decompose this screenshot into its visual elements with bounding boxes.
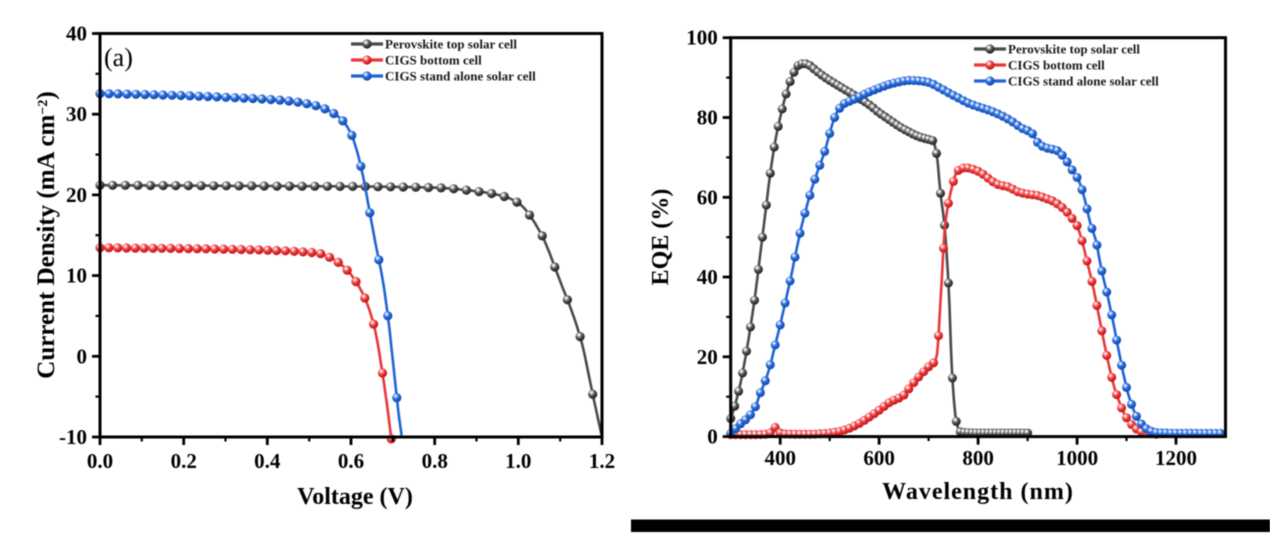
svg-text:CIGS stand alone solar cell: CIGS stand alone solar cell [385, 69, 536, 84]
svg-text:(a): (a) [104, 43, 133, 72]
svg-text:600: 600 [863, 446, 895, 470]
svg-text:CIGS bottom cell: CIGS bottom cell [385, 53, 482, 68]
svg-text:0.6: 0.6 [338, 449, 364, 473]
svg-text:Wavelength (nm): Wavelength (nm) [882, 479, 1074, 505]
svg-text:40: 40 [66, 22, 87, 46]
svg-text:Current Density (mA cm−2): Current Density (mA cm−2) [33, 91, 60, 378]
svg-text:20: 20 [66, 183, 87, 207]
svg-text:20: 20 [697, 345, 718, 369]
svg-text:EQE (%): EQE (%) [648, 189, 674, 286]
svg-text:10: 10 [66, 264, 87, 288]
svg-text:Perovskite top solar cell: Perovskite top solar cell [1008, 42, 1140, 57]
svg-text:800: 800 [962, 446, 994, 470]
svg-text:1200: 1200 [1155, 446, 1197, 470]
svg-text:0.0: 0.0 [87, 449, 113, 473]
svg-text:Perovskite top solar cell: Perovskite top solar cell [385, 37, 517, 52]
svg-text:40: 40 [697, 265, 718, 289]
svg-text:1.0: 1.0 [505, 449, 531, 473]
svg-text:30: 30 [66, 102, 87, 126]
svg-text:100: 100 [686, 26, 718, 50]
svg-text:0: 0 [707, 425, 718, 449]
svg-text:400: 400 [764, 446, 796, 470]
svg-text:80: 80 [697, 106, 718, 130]
svg-text:CIGS bottom cell: CIGS bottom cell [1008, 58, 1105, 73]
svg-text:-10: -10 [59, 425, 87, 449]
svg-text:60: 60 [697, 185, 718, 209]
svg-text:1000: 1000 [1056, 446, 1098, 470]
svg-text:1.2: 1.2 [589, 449, 615, 473]
svg-text:0: 0 [77, 344, 88, 368]
svg-text:CIGS stand alone solar cell: CIGS stand alone solar cell [1008, 74, 1159, 89]
svg-text:0.2: 0.2 [171, 449, 197, 473]
svg-text:0.4: 0.4 [254, 449, 281, 473]
svg-text:0.8: 0.8 [422, 449, 448, 473]
svg-text:Voltage (V): Voltage (V) [297, 484, 413, 510]
